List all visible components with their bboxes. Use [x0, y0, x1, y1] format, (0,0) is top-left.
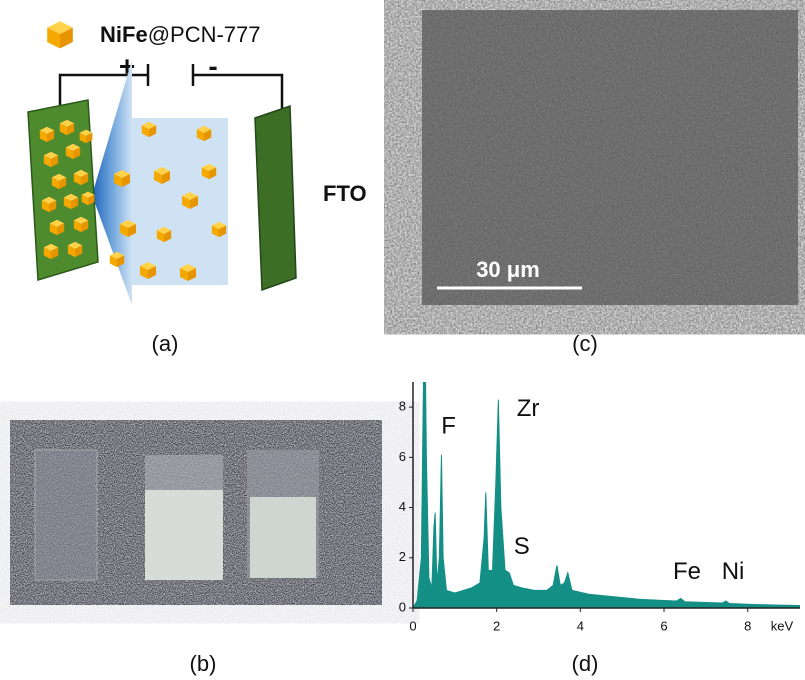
- figure: NiFe@PCN-777 + - FTO (a) 30 μm: [0, 0, 805, 680]
- x-tick-label: 0: [409, 618, 416, 633]
- panel-label: (c): [572, 331, 598, 356]
- plus-sign: +: [119, 50, 135, 81]
- peak-label: F: [441, 413, 456, 440]
- y-tick-label: 0: [399, 599, 406, 614]
- y-tick-label: 2: [399, 549, 406, 564]
- panel-label: (d): [572, 651, 599, 676]
- peak-label: Zr: [517, 395, 540, 422]
- peak-label: Fe: [673, 558, 701, 585]
- y-tick-label: 4: [399, 499, 406, 514]
- x-tick-label: 6: [660, 618, 667, 633]
- y-tick-label: 8: [399, 399, 406, 414]
- peak-label: Ni: [722, 558, 745, 585]
- panel-label: (b): [190, 651, 217, 676]
- legend-rest: @PCN-777: [148, 22, 261, 47]
- electrode-label: FTO: [323, 181, 367, 206]
- minus-sign: -: [208, 50, 217, 81]
- legend-text: NiFe@PCN-777: [100, 22, 261, 47]
- photo: [10, 420, 382, 605]
- legend-bold: NiFe: [100, 22, 148, 47]
- schematic: NiFe@PCN-777 + - FTO: [28, 21, 367, 305]
- x-tick-label: 8: [744, 618, 751, 633]
- sem-image: 30 μm: [422, 10, 798, 305]
- panel-label: (a): [152, 331, 179, 356]
- x-tick-label: 2: [493, 618, 500, 633]
- y-tick-label: 6: [399, 449, 406, 464]
- peak-label: S: [514, 533, 530, 560]
- scale-bar-label: 30 μm: [476, 257, 540, 282]
- eds-chart: 0 2 4 6 8 0 2 4 6 8 keV F Zr S Fe Ni: [399, 307, 800, 634]
- x-tick-label: 4: [577, 618, 584, 633]
- x-unit: keV: [771, 618, 794, 633]
